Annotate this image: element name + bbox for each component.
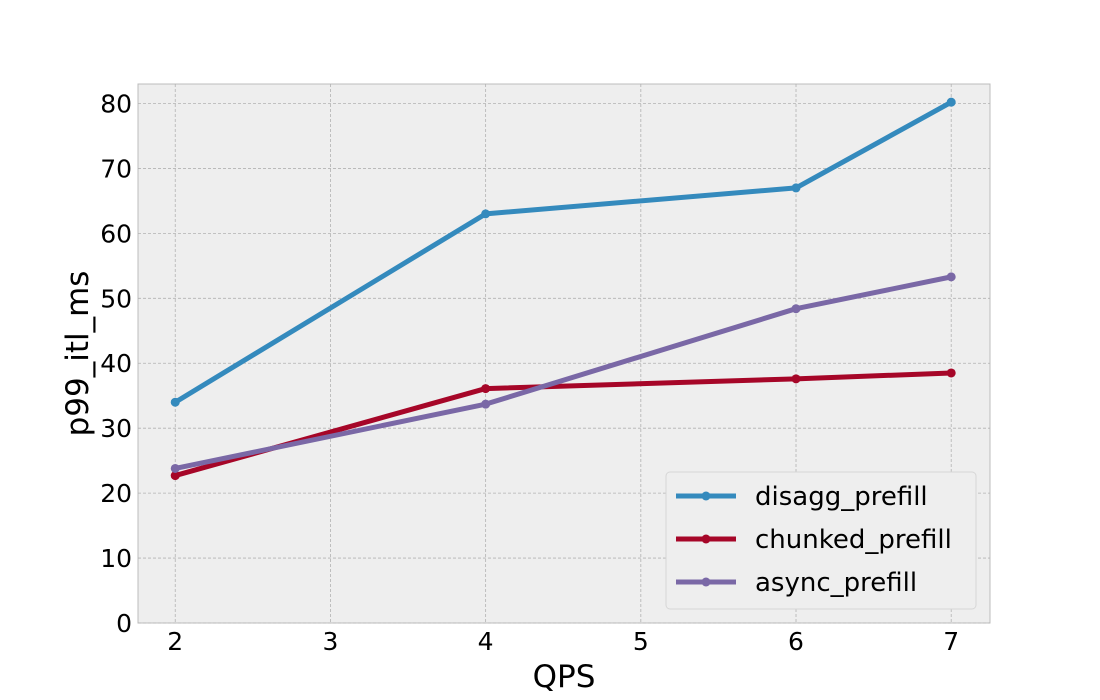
data-point-async_prefill	[481, 399, 491, 409]
y-tick-label: 70	[100, 154, 132, 183]
legend-label-disagg_prefill: disagg_prefill	[755, 482, 928, 512]
data-point-async_prefill	[170, 463, 180, 473]
legend: disagg_prefill chunked_prefill async_prefi…	[665, 471, 977, 610]
legend-marker-disagg_prefill	[701, 491, 711, 501]
legend-marker-async_prefill	[701, 577, 711, 587]
series-lines	[170, 97, 956, 481]
series-line-async_prefill	[172, 274, 954, 471]
x-tick-label: 3	[322, 627, 338, 656]
data-point-async_prefill	[791, 304, 801, 314]
legend-label-chunked_prefill: chunked_prefill	[755, 525, 952, 555]
x-tick-label: 4	[478, 627, 494, 656]
data-point-disagg_prefill	[481, 209, 491, 219]
data-point-async_prefill	[946, 272, 956, 282]
data-point-chunked_prefill	[791, 374, 801, 384]
y-tick-label: 30	[100, 414, 132, 443]
x-tick-label: 7	[943, 627, 959, 656]
data-point-chunked_prefill	[946, 368, 956, 378]
y-tick-label: 20	[100, 479, 132, 508]
data-point-chunked_prefill	[481, 384, 491, 394]
x-axis-title: QPS	[533, 659, 596, 695]
data-point-chunked_prefill	[170, 471, 180, 481]
x-tick-label: 6	[788, 627, 804, 656]
y-tick-label: 10	[100, 544, 132, 573]
y-tick-label: 50	[100, 284, 132, 313]
legend-marker-chunked_prefill	[701, 534, 711, 544]
y-tick-label: 80	[100, 89, 132, 118]
series-line-chunked_prefill	[172, 370, 954, 479]
y-tick-label: 0	[116, 609, 132, 638]
y-tick-label: 60	[100, 219, 132, 248]
data-point-disagg_prefill	[946, 97, 956, 107]
y-tick-label: 40	[100, 349, 132, 378]
x-tick-label: 2	[167, 627, 183, 656]
data-point-disagg_prefill	[791, 183, 801, 193]
y-axis-title: p99_itl_ms	[60, 271, 96, 437]
legend-label-async_prefill: async_prefill	[755, 568, 917, 598]
series-line-disagg_prefill	[172, 99, 954, 405]
data-point-disagg_prefill	[170, 397, 180, 407]
x-tick-label: 5	[633, 627, 649, 656]
legend-box	[665, 471, 977, 610]
